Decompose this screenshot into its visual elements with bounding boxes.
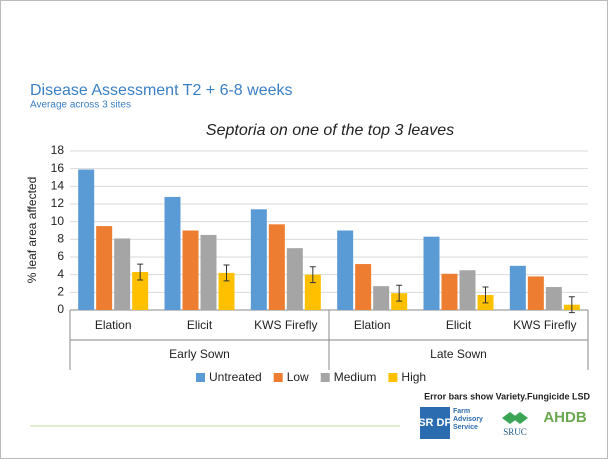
y-tick-label: 12 (51, 196, 65, 210)
bar (218, 272, 235, 310)
x-tick-label: Elicit (446, 318, 472, 332)
bar (423, 236, 440, 310)
legend-label: Low (287, 370, 309, 384)
bar (459, 270, 476, 310)
srdp-logo (420, 407, 450, 439)
group-label: Early Sown (169, 347, 230, 361)
error-bar (396, 284, 403, 302)
x-tick-label: Elation (354, 318, 391, 332)
slide-subtitle: Average across 3 sites (30, 100, 131, 111)
sruc-icon (502, 412, 528, 424)
x-tick-label: Elicit (187, 318, 213, 332)
error-bar (309, 266, 316, 284)
legend-swatch (273, 373, 283, 382)
note: Error bars show Variety.Fungicide LSD (424, 391, 590, 401)
y-axis-label: % leaf area affected (25, 177, 39, 284)
bar (527, 276, 544, 310)
ahdb-text: AHDB (543, 409, 586, 426)
error-bar (568, 296, 575, 314)
bar (182, 230, 199, 310)
slide-title: Disease Assessment T2 + 6-8 weeks (30, 82, 293, 99)
bar (96, 226, 113, 310)
legend-label: High (401, 370, 426, 384)
y-tick-label: 8 (57, 232, 64, 246)
y-tick-label: 2 (57, 285, 64, 299)
x-tick-label: Elation (95, 318, 132, 332)
bar (268, 224, 285, 310)
legend-swatch (196, 373, 205, 382)
bar (337, 230, 354, 310)
error-bar (482, 286, 489, 304)
y-tick-label: 18 (51, 143, 65, 157)
y-tick-label: 14 (51, 179, 65, 193)
srdp-text: SR DP (418, 417, 452, 429)
bar (545, 287, 562, 310)
error-bar (223, 264, 230, 282)
chart-title: Septoria on one of the top 3 leaves (206, 122, 454, 139)
x-tick-label: KWS Firefly (254, 318, 317, 332)
bar (355, 264, 372, 310)
bar (132, 272, 149, 310)
bar (114, 238, 131, 310)
bar (286, 248, 303, 310)
legend-label: Medium (334, 370, 377, 384)
group-label: Late Sown (430, 347, 487, 361)
sruc-text: SRUC (503, 427, 527, 437)
legend-swatch (388, 373, 398, 382)
bar (441, 273, 458, 310)
bar (304, 274, 321, 310)
fas-text: Farm Advisory Service (453, 408, 483, 431)
bar (78, 169, 95, 310)
y-tick-label: 6 (57, 249, 64, 263)
fas-box: Farm Advisory Service (453, 408, 483, 431)
x-tick-label: KWS Firefly (513, 318, 576, 332)
bar (250, 209, 267, 310)
bar (164, 196, 181, 310)
error-bar (137, 263, 144, 281)
y-tick-label: 16 (51, 161, 65, 175)
bar (200, 234, 217, 310)
y-tick-label: 0 (57, 302, 64, 316)
y-tick-label: 10 (51, 214, 65, 228)
y-tick-label: 4 (57, 267, 64, 281)
legend-swatch (320, 373, 330, 382)
bar (509, 265, 526, 310)
legend-label: Untreated (209, 370, 262, 384)
bar (373, 286, 390, 310)
